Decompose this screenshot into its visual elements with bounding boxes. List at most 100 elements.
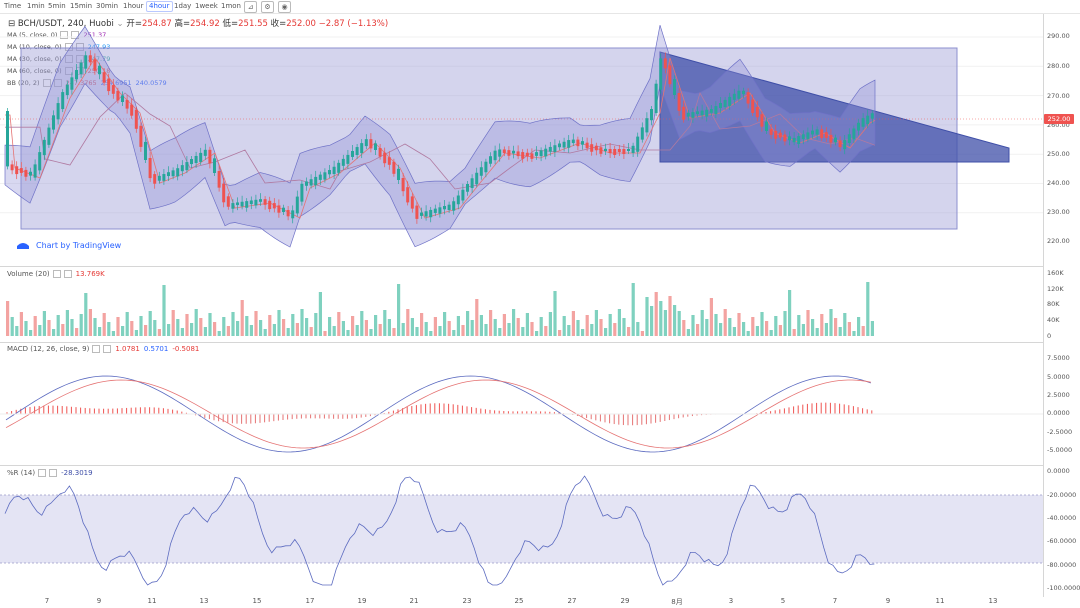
settings-icon[interactable] <box>63 270 72 278</box>
settings-icon[interactable] <box>49 469 58 477</box>
volume-bar <box>530 322 534 336</box>
eye-icon[interactable] <box>38 469 47 477</box>
candle <box>636 136 640 152</box>
candle <box>742 90 745 95</box>
volume-bar <box>507 323 511 336</box>
indicator-icon[interactable]: ⊿ <box>244 1 257 13</box>
volume-bar <box>847 322 851 336</box>
indicator-ma30[interactable]: MA (30, close, 0) 247.79 <box>7 55 110 63</box>
volume-tick: 0 <box>1047 332 1052 340</box>
volume-bar <box>259 320 263 336</box>
settings-icon[interactable] <box>75 55 84 63</box>
volume-bar <box>282 319 286 336</box>
interval-5min[interactable]: 5min <box>48 2 66 10</box>
candle <box>429 209 433 218</box>
volume-bar <box>677 311 681 336</box>
eye-icon[interactable] <box>52 270 61 278</box>
settings-icon[interactable] <box>71 31 80 39</box>
interval-1hour[interactable]: 1hour <box>123 2 144 10</box>
indicator-ma60[interactable]: MA (60, close, 0) 250.18 <box>7 67 110 75</box>
candle <box>723 99 727 107</box>
eye-icon[interactable] <box>92 345 101 353</box>
interval-30min[interactable]: 30min <box>96 2 119 10</box>
settings-icon[interactable] <box>53 79 62 87</box>
volume-bar <box>369 329 373 336</box>
low-value: 251.55 <box>238 19 268 29</box>
volume-bar <box>668 296 672 336</box>
volume-bar <box>654 292 658 336</box>
candle <box>351 151 354 157</box>
volume-bar <box>56 315 60 336</box>
interval-1mon[interactable]: 1mon <box>221 2 241 10</box>
pane-separator[interactable] <box>0 266 1044 267</box>
volume-bar <box>75 328 79 336</box>
volume-bar <box>535 331 539 336</box>
volume-bar <box>61 324 65 336</box>
candle <box>829 134 833 143</box>
candle <box>153 174 157 184</box>
price-tick: 250.00 <box>1047 150 1070 158</box>
eye-icon[interactable] <box>64 67 73 75</box>
interval-1week[interactable]: 1week <box>195 2 218 10</box>
volume-tick: 40K <box>1047 316 1060 324</box>
volume-bar <box>719 323 723 336</box>
volume-bar <box>645 297 649 336</box>
settings-icon[interactable] <box>75 67 84 75</box>
volume-bar <box>475 299 479 336</box>
volume-bar <box>548 312 552 336</box>
collapse-icon[interactable]: ⊟ <box>8 19 16 29</box>
eye-icon[interactable] <box>42 79 51 87</box>
volume-bar <box>709 298 713 336</box>
interval-15min[interactable]: 15min <box>70 2 93 10</box>
candle <box>461 189 465 201</box>
pane-separator[interactable] <box>0 465 1044 466</box>
candle <box>447 204 451 210</box>
volume-label[interactable]: Volume (20) 13.769K <box>7 270 105 278</box>
settings-icon[interactable]: ⚙ <box>261 1 274 13</box>
close-label: 收= <box>270 19 287 29</box>
dropdown-icon[interactable]: ⌄ <box>116 19 124 29</box>
volume-bar <box>167 324 171 336</box>
pane-separator[interactable] <box>0 342 1044 343</box>
settings-icon[interactable] <box>103 345 112 353</box>
candle <box>852 128 856 140</box>
volume-bar <box>866 282 870 336</box>
volume-bar <box>452 330 456 336</box>
volume-bar <box>558 330 562 336</box>
candle <box>245 201 249 208</box>
settings-icon[interactable] <box>75 43 84 51</box>
volume-bar <box>291 314 295 336</box>
time-tick: 7 <box>44 597 50 605</box>
indicator-ma10[interactable]: MA (10, close, 0) 247.93 <box>7 43 110 51</box>
indicator-bb[interactable]: BB (20, 2) 247.3765 254.6951 240.0579 <box>7 79 167 87</box>
eye-icon[interactable] <box>60 31 69 39</box>
eye-icon[interactable] <box>64 43 73 51</box>
volume-bar <box>723 309 727 336</box>
volume-bar <box>332 326 336 336</box>
wr-label[interactable]: %R (14) -28.3019 <box>7 469 93 477</box>
wr-tick: -40.0000 <box>1047 514 1077 522</box>
tradingview-branding[interactable]: Chart by TradingView <box>36 241 122 250</box>
interval-1day[interactable]: 1day <box>174 2 192 10</box>
volume-bar <box>286 328 290 336</box>
volume-bar <box>746 331 750 336</box>
volume-bar <box>79 314 83 336</box>
volume-bar <box>328 317 332 336</box>
indicator-ma5[interactable]: MA (5, close, 0) 251.37 <box>7 31 106 39</box>
screenshot-icon[interactable]: ◉ <box>278 1 291 13</box>
macd-label[interactable]: MACD (12, 26, close, 9) 1.0781 0.5701 -0.50… <box>7 345 199 353</box>
volume-bar <box>429 331 433 336</box>
volume-bar <box>700 310 704 336</box>
candle <box>811 130 814 135</box>
interval-1min[interactable]: 1min <box>27 2 45 10</box>
volume-bar <box>401 323 405 336</box>
volume-bar <box>742 322 746 336</box>
triangle-drawing <box>659 51 1010 163</box>
interval-4hour[interactable]: 4hour <box>146 1 173 12</box>
volume-bar <box>433 317 437 336</box>
interval-time[interactable]: Time <box>4 2 22 10</box>
eye-icon[interactable] <box>64 55 73 63</box>
volume-bar <box>732 327 736 336</box>
volume-title: Volume (20) <box>7 270 50 278</box>
volume-bar <box>728 318 732 336</box>
